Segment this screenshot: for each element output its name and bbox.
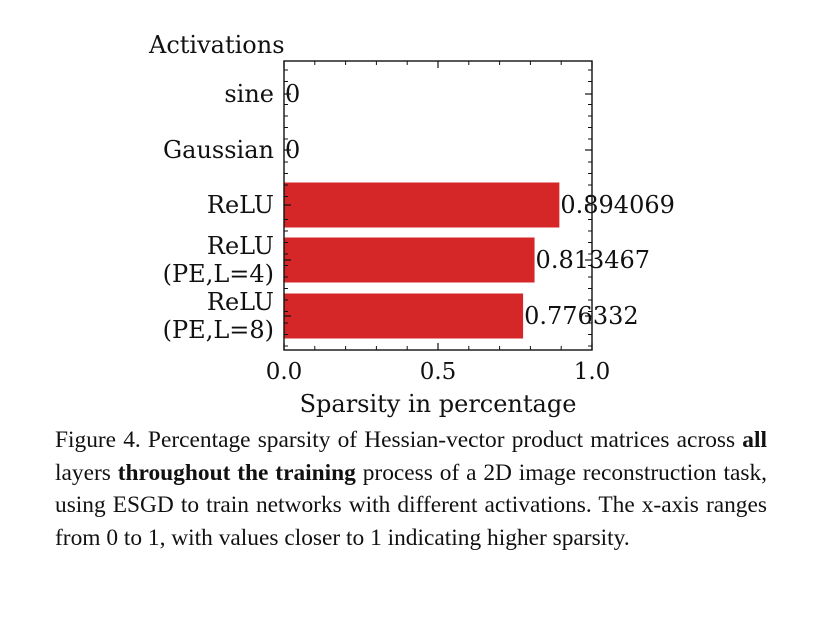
caption-text-3: process of a 2D image reconstruction tas… (55, 459, 767, 551)
category-label-3: ReLU (PE,L=4) (163, 232, 274, 288)
value-label-4: 0.776332 (524, 302, 639, 330)
caption-bold-all: all (742, 427, 767, 453)
category-label-2: ReLU (207, 191, 274, 219)
caption-text-1: Percentage sparsity of Hessian-vector pr… (140, 427, 743, 453)
value-label-0: 0 (285, 80, 300, 108)
category-label-4: ReLU (PE,L=8) (163, 288, 274, 344)
bars (284, 182, 560, 339)
bar-3 (284, 237, 535, 283)
x-tick-label-0: 0.0 (266, 359, 303, 385)
caption-label: Figure 4. (55, 427, 141, 453)
category-label-0: sine (224, 80, 274, 108)
value-labels: 0 0 0.894069 0.813467 0.776332 (285, 80, 675, 330)
x-axis-title: Sparsity in percentage (300, 390, 577, 418)
plot-frame (283, 60, 593, 351)
x-tick-label-2: 1.0 (574, 359, 611, 385)
figure-caption: Figure 4. Percentage sparsity of Hessian… (55, 424, 767, 554)
category-label-1: Gaussian (163, 136, 274, 164)
bar-2 (284, 182, 560, 228)
x-tick-label-1: 0.5 (420, 359, 457, 385)
value-label-2: 0.894069 (560, 191, 675, 219)
value-label-1: 0 (285, 136, 300, 164)
value-label-3: 0.813467 (536, 246, 651, 274)
bar-4 (284, 293, 524, 339)
caption-text-2: layers (55, 459, 118, 486)
axis-labels: sine Gaussian ReLU ReLU (PE,L=4)ReLU (PE,L=8)… (163, 80, 611, 385)
category-axis-title: Activations (148, 31, 285, 59)
bar-chart: Activations sine Gaussian ReLU ReLU (PE,L=4)… (148, 31, 675, 418)
caption-bold-training: throughout the training (117, 459, 356, 486)
